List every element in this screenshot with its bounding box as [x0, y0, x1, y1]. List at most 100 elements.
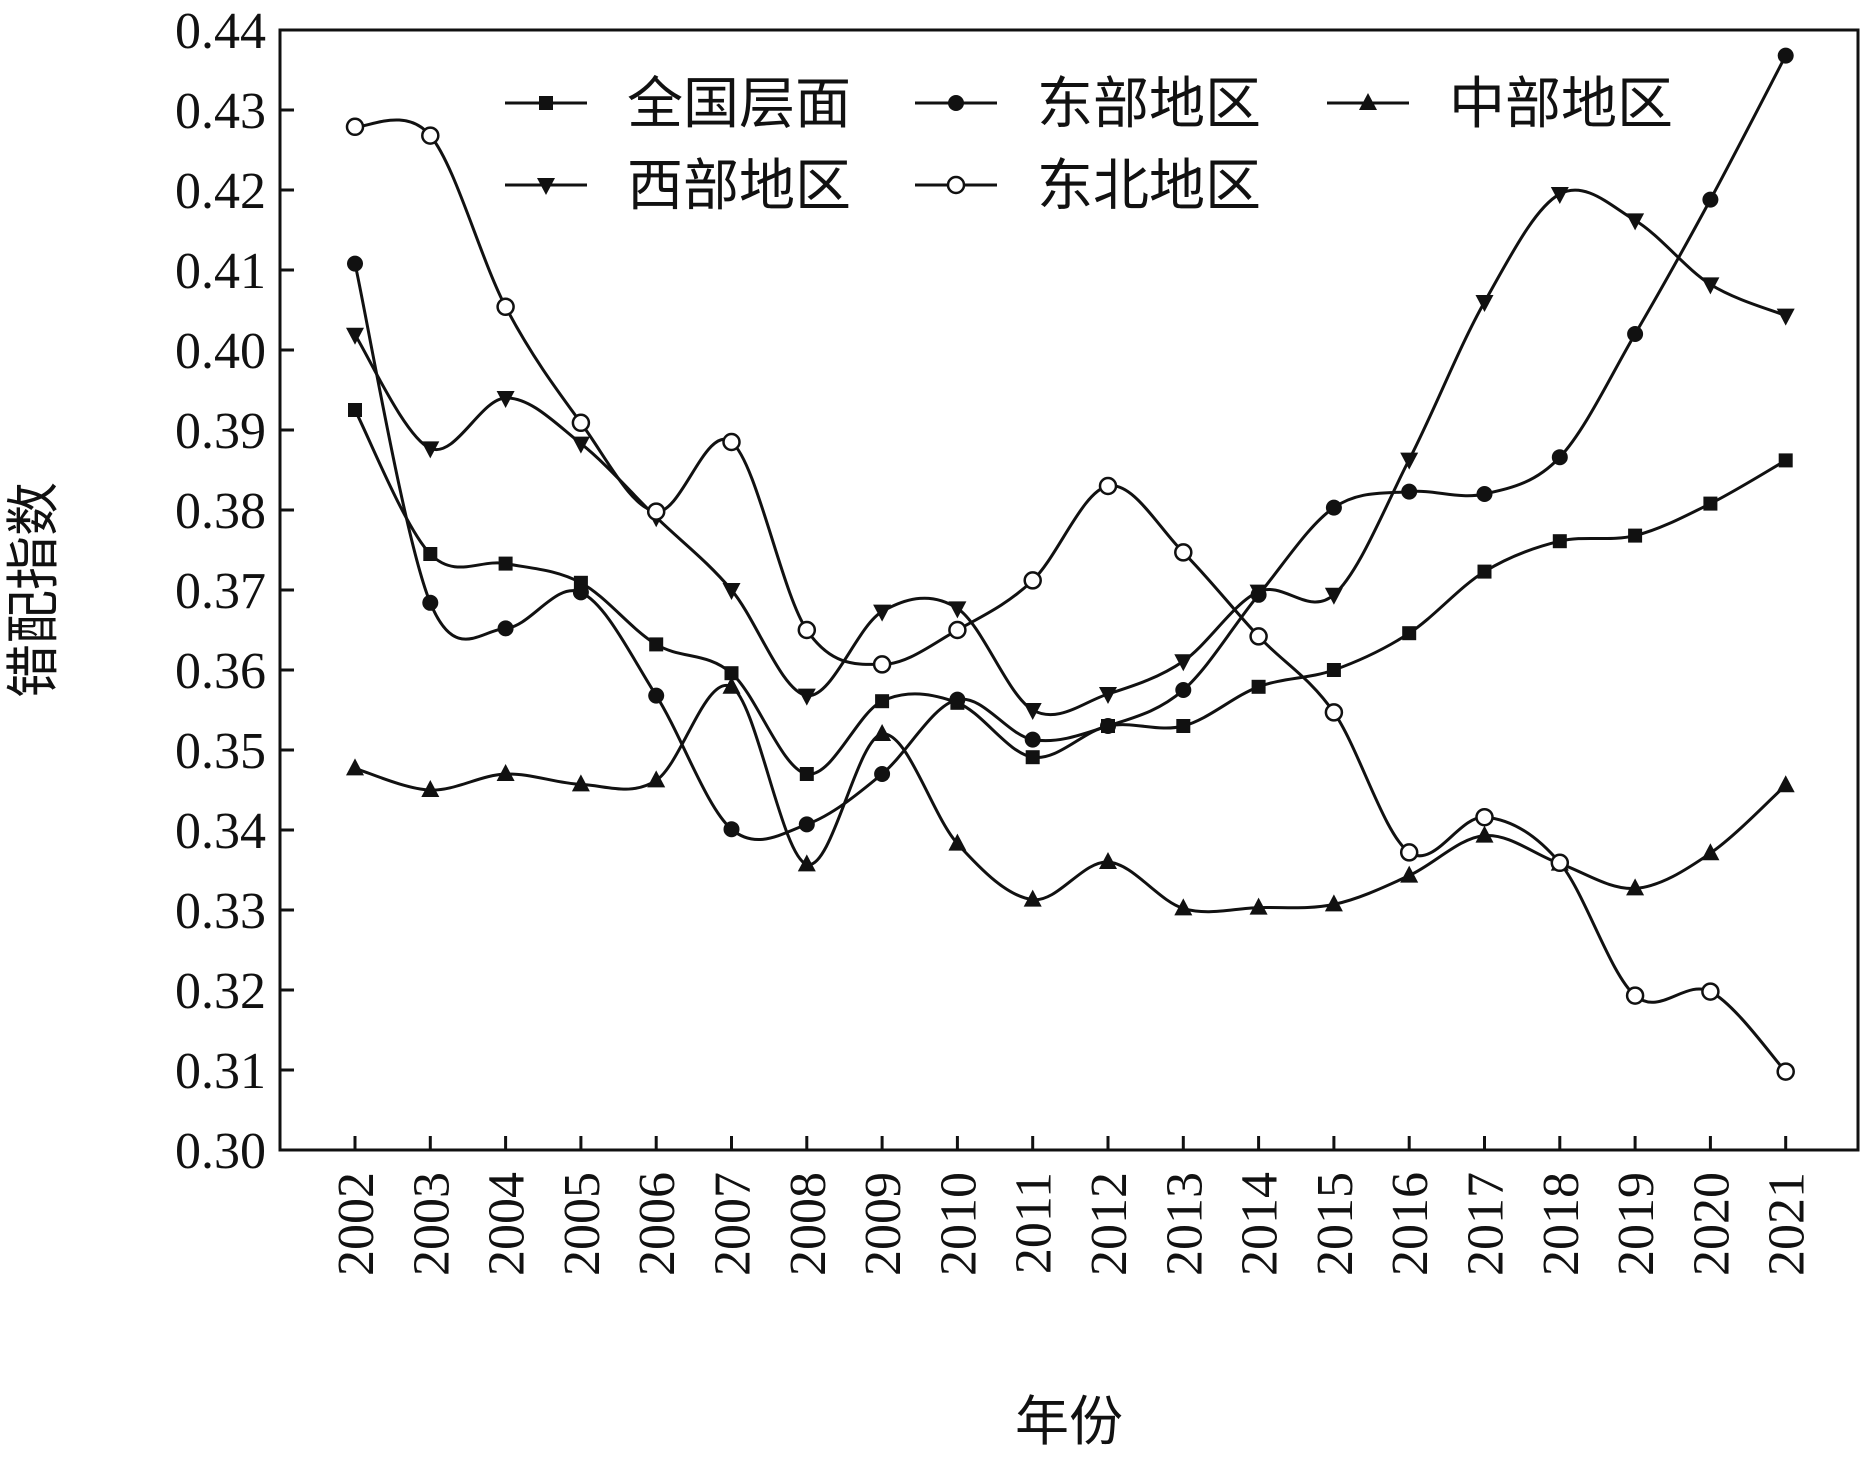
data-point	[571, 436, 590, 454]
data-point	[421, 441, 440, 459]
data-point	[1025, 750, 1040, 765]
x-tick-label: 2011	[1006, 1172, 1063, 1274]
data-point	[1400, 865, 1419, 883]
legend-item: 中部地区	[1327, 72, 1673, 137]
x-tick-label: 2017	[1458, 1172, 1515, 1276]
y-axis: 0.30 0.31 0.32 0.33 0.34 0.35 0.36 0.37 0.38 0.39…	[175, 3, 294, 1180]
data-point	[948, 620, 967, 640]
data-point	[1626, 878, 1645, 896]
data-point	[1702, 191, 1719, 208]
data-point	[797, 620, 817, 640]
legend-marker	[948, 95, 964, 111]
data-point	[873, 604, 892, 622]
data-point	[1777, 47, 1794, 64]
data-point	[1325, 499, 1342, 516]
data-point	[1475, 825, 1494, 843]
legend-label: 东北地区	[1037, 154, 1261, 219]
data-point	[1023, 889, 1042, 907]
data-point	[1628, 528, 1643, 543]
data-point	[1402, 626, 1417, 641]
series-1	[348, 403, 1793, 781]
data-point	[1550, 853, 1570, 873]
legend-label: 全国层面	[627, 72, 851, 137]
data-point	[572, 584, 589, 601]
y-axis-title: 错配指数	[2, 482, 65, 698]
x-tick-label: 2009	[855, 1172, 912, 1276]
y-tick-label: 0.37	[175, 563, 266, 620]
series-5	[345, 117, 1795, 1081]
legend-marker	[539, 96, 553, 110]
y-tick-label: 0.43	[175, 83, 266, 140]
x-tick-label: 2020	[1683, 1172, 1740, 1276]
data-point	[724, 666, 739, 681]
data-point	[1023, 571, 1042, 590]
legend-item: 全国层面	[505, 72, 851, 137]
data-point	[1324, 894, 1343, 912]
data-point	[1399, 843, 1419, 862]
data-point	[1701, 982, 1720, 1001]
x-tick-label: 2005	[554, 1172, 611, 1276]
y-tick-label: 0.34	[175, 803, 266, 860]
data-point	[797, 854, 816, 872]
x-tick-label: 2012	[1081, 1172, 1138, 1276]
x-tick-label: 2013	[1156, 1172, 1213, 1276]
legend-item: 东部地区	[915, 72, 1261, 137]
series-4	[346, 187, 1795, 720]
data-point	[1776, 308, 1795, 326]
y-tick-label: 0.42	[175, 163, 266, 220]
data-point	[1324, 703, 1344, 722]
data-point	[1551, 449, 1568, 466]
data-point	[1023, 703, 1042, 720]
y-tick-label: 0.41	[175, 243, 266, 300]
series-line	[354, 118, 1787, 1073]
x-tick-label: 2021	[1759, 1172, 1816, 1276]
data-point	[948, 833, 967, 851]
x-axis: 2002 2003 2004 2005 2006 2007 2008 2009 2010 2011…	[328, 1136, 1816, 1276]
series-2	[347, 47, 1794, 841]
data-point	[421, 126, 440, 145]
data-point	[1475, 807, 1494, 827]
x-tick-label: 2003	[403, 1172, 460, 1276]
data-point	[1249, 627, 1268, 646]
data-point	[1099, 852, 1117, 869]
data-point	[722, 432, 741, 452]
data-point	[496, 391, 515, 408]
data-point	[1550, 187, 1569, 204]
data-point	[1400, 452, 1419, 470]
legend-marker	[537, 178, 555, 195]
data-point	[797, 688, 816, 706]
data-point	[1701, 277, 1720, 295]
data-point	[1249, 584, 1268, 602]
data-point	[1475, 295, 1494, 312]
data-point	[1099, 687, 1117, 704]
data-point	[1625, 986, 1645, 1005]
x-tick-label: 2010	[930, 1172, 987, 1276]
data-point	[1098, 476, 1118, 496]
data-point	[347, 255, 363, 272]
y-tick-label: 0.38	[175, 483, 266, 540]
data-point	[1627, 326, 1644, 342]
data-point	[498, 556, 513, 571]
data-point	[875, 694, 890, 709]
data-point	[949, 691, 966, 708]
data-point	[1776, 775, 1795, 793]
data-point	[722, 583, 741, 600]
data-point	[1476, 486, 1493, 502]
y-tick-label: 0.35	[175, 723, 266, 780]
data-point	[346, 758, 364, 776]
x-tick-label: 2008	[780, 1172, 837, 1276]
x-tick-label: 2007	[705, 1172, 762, 1276]
legend-label: 中部地区	[1449, 72, 1673, 137]
x-axis-title: 年份	[1015, 1390, 1123, 1453]
data-point	[1176, 719, 1191, 733]
data-point	[1776, 1062, 1795, 1081]
legend-label: 东部地区	[1037, 72, 1261, 137]
x-tick-label: 2014	[1232, 1172, 1289, 1276]
data-point	[346, 327, 364, 345]
data-point	[1778, 453, 1793, 468]
data-point	[497, 620, 514, 637]
legend-marker	[946, 175, 966, 195]
legend-item: 东北地区	[915, 154, 1261, 219]
x-tick-label: 2019	[1608, 1172, 1665, 1276]
